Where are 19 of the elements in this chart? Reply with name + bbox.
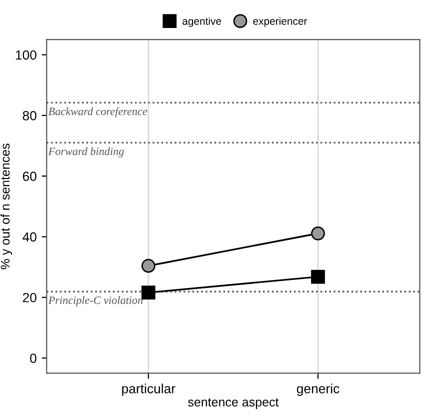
point [141,258,156,273]
x-tick-label: particular [122,384,176,396]
x-axis-title: sentence aspect [188,398,279,409]
y-tick-label: 0 [30,354,36,363]
y-tick-label: 20 [22,292,36,302]
y-tick-label: 80 [22,111,36,120]
point [311,270,325,284]
point [141,286,156,300]
legend-label: agentive [182,17,222,27]
ref-line-label: Principle-C violation [48,296,143,306]
y-tick-label: 40 [22,232,36,242]
y-axis-title: % y out of n sentences [0,144,12,270]
ref-line-label: Backward coreference [48,107,148,118]
legend-label: experiencer [253,17,308,27]
point [311,226,325,240]
y-tick-label: 60 [22,172,36,181]
x-tick-label: generic [296,384,340,396]
y-tick-label: 100 [16,50,36,60]
ref-line-label: Forward binding [48,147,124,158]
